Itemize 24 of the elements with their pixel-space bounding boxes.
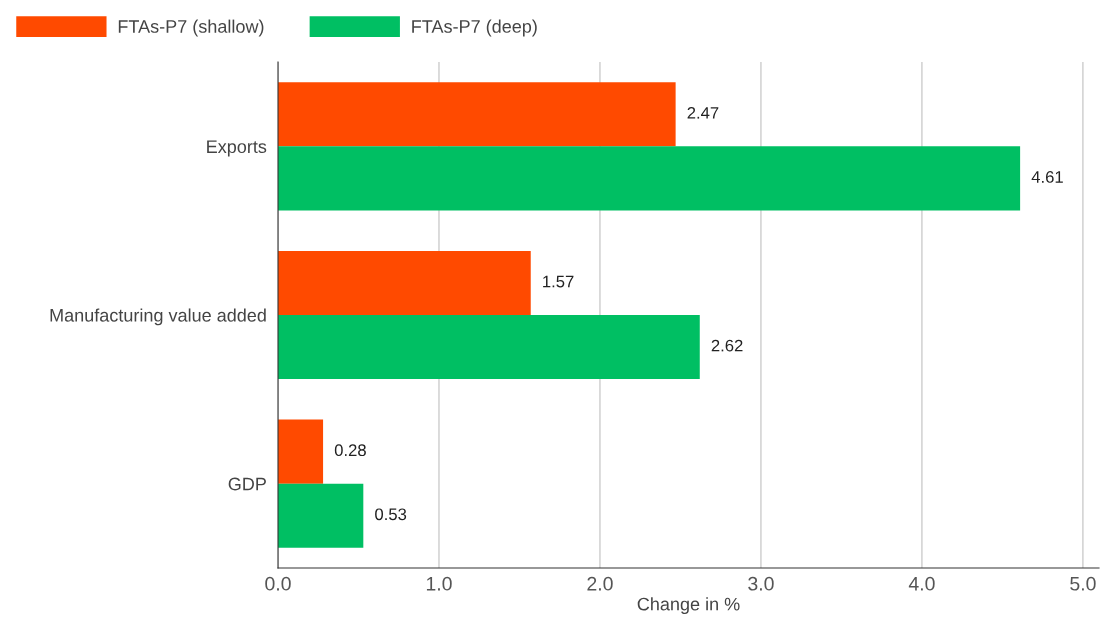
bar [278,146,1021,211]
data-label: 1.57 [543,275,574,288]
x-tick-label: 3.0 [748,576,774,591]
bar [278,419,324,484]
y-tick-label: Manufacturing value added [50,308,266,326]
y-tick-label: GDP [228,477,266,491]
x-tick-label: 5.0 [1070,576,1096,591]
data-label: 2.47 [687,106,719,119]
x-tick-label: 2.0 [587,576,613,591]
data-label: 0.53 [375,508,407,521]
x-tick-label: 0.0 [265,576,291,591]
legend-label: FTAs-P7 (shallow) [118,19,264,37]
bar [278,250,531,315]
bar [278,315,700,380]
x-tick-label: 4.0 [908,576,935,591]
bar [278,82,676,147]
data-label: 0.28 [334,444,366,457]
y-tick-label: Exports [207,140,267,157]
x-axis-title: Change in % [637,597,740,615]
data-label: 4.61 [1031,171,1063,183]
data-label: 2.62 [711,339,743,352]
x-tick-label: 1.0 [426,576,452,591]
bar [278,483,364,548]
legend-label: FTAs-P7 (deep) [412,19,537,37]
